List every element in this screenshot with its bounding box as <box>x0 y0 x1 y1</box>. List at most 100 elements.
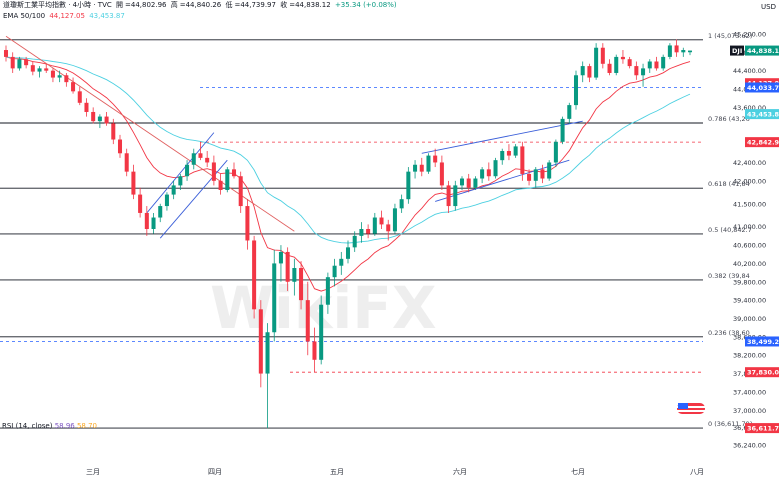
price-axis[interactable]: 45,200.0044,800.0044,400.0044,000.0043,6… <box>733 30 766 449</box>
candle-body <box>641 68 646 76</box>
candle-body <box>607 63 612 73</box>
price-badge-bg <box>745 367 779 378</box>
candle <box>419 157 424 177</box>
rsi-value-1: 58.96 <box>54 422 75 430</box>
candle-body <box>64 75 69 83</box>
trend-lines <box>5 35 583 239</box>
candle-body <box>399 199 404 209</box>
candle-body <box>272 263 277 333</box>
low-label: 低 <box>225 1 233 9</box>
candle-body <box>392 208 397 232</box>
candle-body <box>299 268 304 301</box>
candle <box>379 210 384 230</box>
candle <box>620 50 625 64</box>
candle <box>44 63 49 73</box>
rsi-legend[interactable]: RSI (14, close) 58.96 58.70 <box>2 422 97 430</box>
ema-label: EMA 50/100 <box>3 12 46 20</box>
candle <box>513 144 518 158</box>
price-tick: 41,000.00 <box>733 223 766 231</box>
candle <box>225 167 230 193</box>
candle-body <box>231 169 237 177</box>
candle <box>131 164 136 200</box>
ema-legend[interactable]: EMA 50/100 44,127.05 43,453.87 <box>3 12 127 21</box>
candle <box>205 150 210 168</box>
price-tick: 42,400.00 <box>733 159 766 167</box>
price-badge-text: 44,838.12 <box>747 47 779 55</box>
candle <box>547 160 552 181</box>
candle <box>426 153 431 174</box>
candle <box>339 251 344 275</box>
rsi-label: RSI (14, close) <box>2 422 53 430</box>
candle-body <box>3 50 9 57</box>
price-badge-bg <box>745 423 779 434</box>
price-badge-bg <box>745 137 779 148</box>
time-tick: 五月 <box>330 468 344 476</box>
candle-body <box>205 157 210 163</box>
candle-body <box>426 155 431 172</box>
candle-body <box>198 153 203 158</box>
candle <box>439 155 444 190</box>
candle-body <box>527 173 532 181</box>
candle <box>57 70 62 83</box>
candle-body <box>372 217 377 234</box>
candle-body <box>614 56 619 73</box>
ema50-value: 44,127.05 <box>49 12 85 20</box>
candle <box>171 180 176 200</box>
price-badge-text: 38,499.27 <box>747 338 779 346</box>
candle <box>17 56 22 71</box>
candle-body <box>265 332 270 374</box>
change-value: +35.34 (+0.08%) <box>334 1 397 9</box>
candle <box>238 171 243 213</box>
candle-body <box>553 141 558 163</box>
candle <box>527 169 532 186</box>
candle <box>399 194 404 213</box>
candle-body <box>339 258 344 266</box>
candle-body <box>278 251 283 264</box>
price-badge: 36,611.79 <box>745 423 779 434</box>
candle-body <box>252 240 257 310</box>
fib-label: 0 (36,611.79) <box>708 420 752 428</box>
candle-body <box>71 82 76 92</box>
price-badge-bg <box>745 109 779 120</box>
symbol-title[interactable]: 道瓊斯工業平均指數 · 4小時 · TVC <box>3 1 112 9</box>
price-badge: 38,499.27 <box>745 336 779 347</box>
price-badge: 37,830.00 <box>745 367 779 378</box>
candle <box>77 86 82 106</box>
candle <box>661 54 666 71</box>
chart-header: 道瓊斯工業平均指數 · 4小時 · TVC 開 =44,802.96 高 =44,8… <box>3 1 399 10</box>
candle <box>265 323 270 429</box>
fib-label: 0.382 (39,84 <box>708 272 750 280</box>
open-value: =44,802.96 <box>125 1 167 9</box>
price-badge: DJI 44,838.12 <box>730 45 779 56</box>
candle <box>292 258 297 296</box>
candle-body <box>117 139 123 154</box>
fib-label: 0.786 (43,26 <box>708 115 750 123</box>
candle-body <box>620 56 625 60</box>
ema100-line <box>5 56 691 244</box>
high-value: =44,840.26 <box>179 1 222 9</box>
symbol-tag-text: DJI <box>732 47 742 55</box>
candle-body <box>305 300 310 342</box>
ema50-line <box>5 56 691 292</box>
candle <box>560 116 565 145</box>
fib-label: 1 (45,073.62) <box>708 32 752 40</box>
candle-body <box>144 212 149 230</box>
time-tick: 八月 <box>690 468 704 476</box>
price-tick: 37,000.00 <box>733 407 766 415</box>
price-tick: 45,200.00 <box>733 30 766 38</box>
time-axis[interactable]: 三月 四月 五月 六月 七月 八月 <box>86 467 704 476</box>
candle-body <box>500 150 505 161</box>
price-badge-bg <box>745 82 779 93</box>
candle <box>319 295 324 365</box>
close-value: =44,838.12 <box>289 1 331 9</box>
currency-label: USD <box>761 3 776 11</box>
symbol-tag <box>730 45 744 56</box>
candle <box>627 56 632 69</box>
candle-body <box>325 277 330 305</box>
candle <box>71 77 76 94</box>
candle-body <box>634 66 639 76</box>
candle <box>191 148 196 170</box>
price-tick: 44,400.00 <box>733 67 766 75</box>
trendline-flag-bottom <box>435 159 570 202</box>
